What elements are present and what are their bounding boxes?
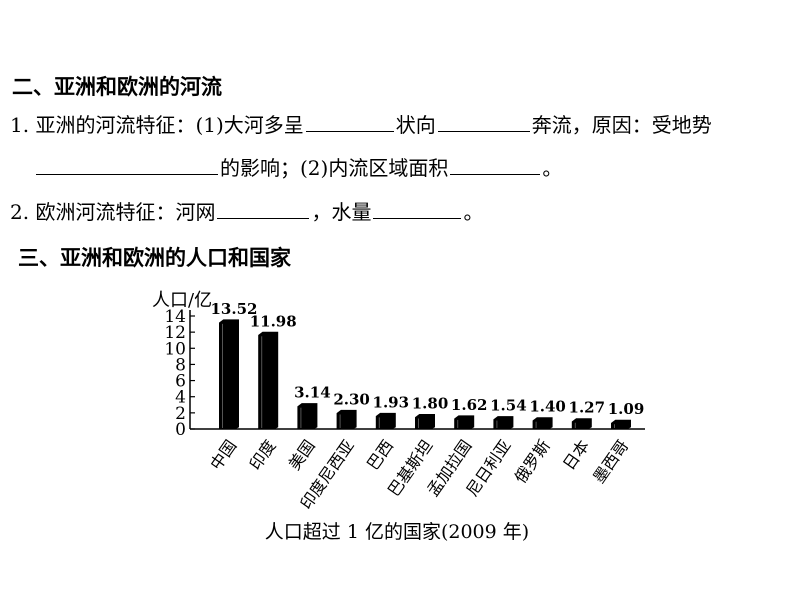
chart-caption: 人口超过 1 亿的国家(2009 年): [264, 521, 530, 543]
question-2-line: 2. 欧洲河流特征：河网 ，水量 。: [10, 199, 483, 225]
q1-text-a: 1. 亚洲的河流特征：(1)大河多呈: [10, 113, 304, 137]
value-label-3: 2.30: [333, 390, 370, 408]
category-label-4: 巴西: [363, 436, 397, 473]
blank-q2-network[interactable]: [217, 200, 310, 219]
question-1-line-1: 1. 亚洲的河流特征：(1)大河多呈 状向 奔流，原因：受地势: [10, 112, 712, 138]
q1-text-c: 奔流，原因：受地势: [531, 113, 712, 137]
bar-1: [258, 331, 279, 430]
value-label-9: 1.27: [569, 399, 606, 417]
section-3-heading: 三、亚洲和欧洲的人口和国家: [18, 246, 291, 270]
value-label-10: 1.09: [608, 400, 645, 418]
q2-text-c: 。: [463, 200, 484, 224]
category-label-0: 中国: [206, 436, 240, 473]
value-label-8: 1.40: [529, 398, 566, 416]
q2-text-b: ，水量: [311, 200, 372, 224]
bar-5: [415, 413, 435, 430]
question-1-line-2: 的影响；(2)内流区域面积 。: [34, 155, 562, 181]
y-tick-label: 0: [175, 420, 186, 440]
value-label-4: 1.93: [373, 393, 410, 411]
blank-q1-inland-area[interactable]: [450, 156, 541, 175]
value-label-6: 1.62: [451, 396, 488, 414]
section-2-heading: 二、亚洲和欧洲的河流: [12, 75, 222, 99]
bar-3: [336, 409, 357, 430]
y-tick-label: 2: [175, 404, 186, 424]
blank-q2-volume[interactable]: [373, 200, 462, 219]
category-label-1: 印度: [246, 436, 280, 473]
y-tick-label: 4: [175, 388, 186, 408]
category-label-2: 美国: [285, 436, 319, 473]
y-tick-label: 14: [164, 307, 186, 327]
bar-8: [532, 417, 553, 430]
y-tick-label: 12: [164, 323, 186, 343]
value-label-0: 13.52: [211, 300, 258, 318]
blank-q1-terrain[interactable]: [36, 156, 218, 175]
q1-text-b: 状向: [395, 113, 436, 137]
value-label-7: 1.54: [490, 397, 527, 415]
y-tick-label: 6: [175, 372, 186, 392]
bar-7: [493, 416, 514, 430]
category-label-9: 日本: [559, 436, 593, 473]
bar-4: [375, 412, 396, 430]
bar-10: [611, 419, 631, 430]
q1-text-e: 。: [542, 156, 563, 180]
y-tick-label: 10: [164, 339, 186, 359]
value-label-1: 11.98: [250, 312, 297, 330]
bar-2: [297, 403, 318, 430]
bar-6: [454, 415, 475, 430]
category-label-10: 墨西哥: [589, 436, 632, 486]
value-label-5: 1.80: [412, 394, 449, 412]
y-tick-label: 8: [175, 355, 186, 375]
blank-q1-direction[interactable]: [437, 113, 530, 132]
bar-0: [219, 319, 239, 430]
q1-text-d: 的影响；(2)内流区域面积: [220, 156, 449, 180]
bar-9: [571, 418, 592, 430]
q2-text-a: 2. 欧洲河流特征：河网: [10, 200, 216, 224]
blank-q1-shape[interactable]: [305, 113, 394, 132]
y-axis-title: 人口/亿: [152, 290, 212, 311]
category-label-8: 俄罗斯: [511, 436, 554, 486]
value-label-2: 3.14: [294, 384, 331, 402]
